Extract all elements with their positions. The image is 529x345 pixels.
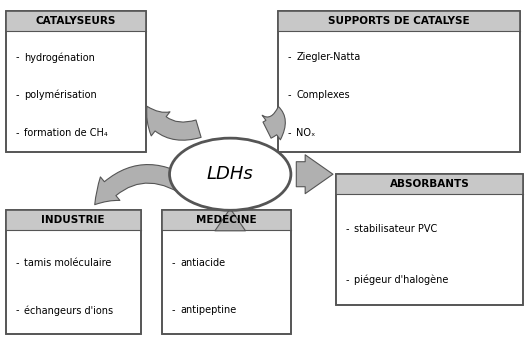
Text: piégeur d'halogène: piégeur d'halogène [354,274,449,285]
Bar [6,210,141,230]
Bar [6,11,146,31]
Bar [6,210,141,334]
Text: -: - [171,258,175,268]
Text: ABSORBANTS: ABSORBANTS [389,179,469,189]
Text: -: - [15,128,19,138]
Text: polymérisation: polymérisation [24,90,97,100]
Text: NOₓ: NOₓ [296,128,315,138]
Text: formation de CH₄: formation de CH₄ [24,128,108,138]
Bar [278,11,521,152]
FancyArrowPatch shape [215,209,245,231]
Text: antiacide: antiacide [180,258,225,268]
Bar [162,210,291,334]
Text: -: - [345,224,349,234]
Text: LDHs: LDHs [207,165,253,183]
Bar [336,174,523,305]
Bar [162,210,291,334]
Text: MEDECINE: MEDECINE [196,215,257,225]
FancyArrowPatch shape [147,106,201,140]
Text: échangeurs d'ions: échangeurs d'ions [24,305,114,316]
Bar [336,174,523,194]
Bar [336,174,523,305]
Text: antipeptine: antipeptine [180,305,236,315]
Text: -: - [15,305,19,315]
Text: stabilisateur PVC: stabilisateur PVC [354,224,437,234]
Text: -: - [287,128,291,138]
Bar [6,210,141,334]
Text: Ziegler-Natta: Ziegler-Natta [296,52,360,62]
Bar [162,210,291,230]
Bar [278,11,521,31]
Text: -: - [15,90,19,100]
FancyArrowPatch shape [296,155,333,194]
FancyArrowPatch shape [262,107,285,140]
Text: -: - [171,305,175,315]
Text: SUPPORTS DE CATALYSE: SUPPORTS DE CATALYSE [328,16,470,26]
Text: -: - [15,52,19,62]
Text: CATALYSEURS: CATALYSEURS [35,16,116,26]
Text: -: - [287,52,291,62]
Text: Complexes: Complexes [296,90,350,100]
Text: -: - [287,90,291,100]
Text: -: - [15,258,19,268]
Ellipse shape [169,138,291,210]
Bar [6,11,146,152]
Bar [278,11,521,152]
Text: INDUSTRIE: INDUSTRIE [41,215,105,225]
Text: hydrogénation: hydrogénation [24,52,95,63]
Bar [6,11,146,152]
FancyArrowPatch shape [95,165,199,205]
Text: tamis moléculaire: tamis moléculaire [24,258,112,268]
Text: -: - [345,275,349,285]
